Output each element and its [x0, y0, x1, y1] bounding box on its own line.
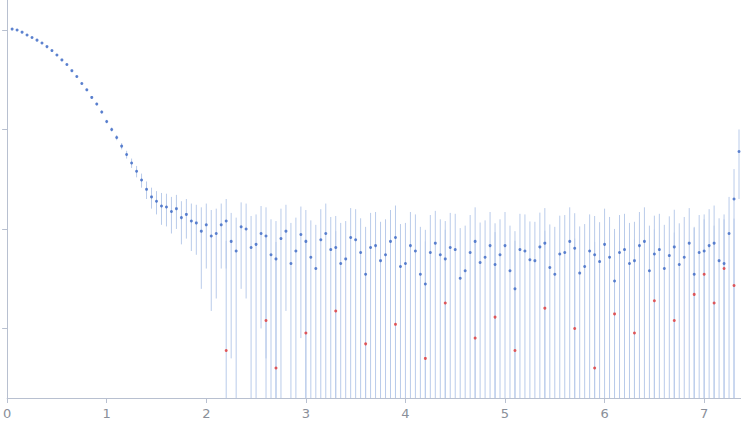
svg-text:0: 0: [3, 406, 11, 421]
svg-text:6: 6: [600, 406, 608, 421]
svg-text:2: 2: [202, 406, 210, 421]
svg-text:7: 7: [700, 406, 708, 421]
svg-text:4: 4: [401, 406, 409, 421]
svg-text:5: 5: [501, 406, 509, 421]
svg-text:3: 3: [302, 406, 310, 421]
svg-text:1: 1: [103, 406, 111, 421]
